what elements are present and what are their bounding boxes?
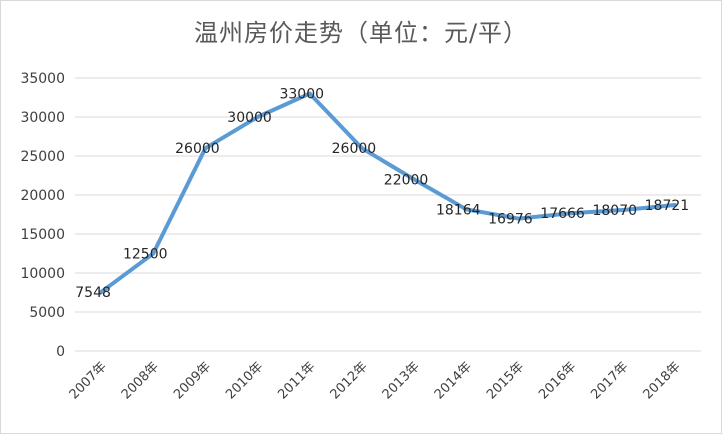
data-label: 17666: [540, 206, 585, 222]
data-point: [412, 177, 417, 182]
data-point: [672, 202, 677, 207]
x-tick-label: 2008年: [119, 359, 162, 402]
x-tick-label: 2018年: [641, 359, 684, 402]
y-tick-label: 15000: [20, 227, 65, 243]
data-point: [359, 146, 364, 151]
y-tick-label: 30000: [20, 110, 65, 126]
data-point: [255, 115, 260, 119]
series-line: [99, 91, 677, 295]
data-label: 33000: [279, 87, 324, 103]
x-tick-label: 2013年: [380, 359, 423, 402]
x-tick-label: 2007年: [67, 359, 110, 402]
data-point: [464, 207, 469, 212]
x-tick-label: 2016年: [536, 359, 579, 402]
data-point: [307, 91, 312, 96]
y-tick-label: 5000: [29, 305, 65, 321]
data-label: 18070: [592, 203, 637, 219]
y-tick-label: 25000: [20, 149, 65, 165]
data-point: [516, 216, 521, 221]
data-point: [99, 290, 104, 295]
data-point: [620, 208, 625, 213]
data-label: 26000: [332, 141, 377, 157]
y-tick-label: 20000: [20, 188, 65, 204]
x-tick-label: 2010年: [223, 359, 266, 402]
x-tick-label: 2014年: [432, 359, 475, 402]
data-label: 30000: [227, 110, 272, 126]
y-tick-label: 0: [56, 344, 65, 360]
x-tick-label: 2015年: [484, 359, 527, 402]
y-tick-label: 10000: [20, 266, 65, 282]
y-tick-label: 35000: [20, 71, 65, 87]
data-point: [203, 146, 208, 151]
x-tick-label: 2011年: [275, 359, 318, 402]
data-label: 16976: [488, 212, 533, 228]
x-tick-label: 2009年: [171, 359, 214, 402]
data-label: 18721: [645, 198, 690, 214]
data-point: [568, 211, 573, 216]
data-label: 7548: [75, 285, 111, 301]
data-label: 18164: [436, 202, 481, 218]
data-point: [151, 251, 156, 256]
data-label: 12500: [123, 247, 168, 263]
data-label: 26000: [175, 141, 220, 157]
chart-title: 温州房价走势（单位：元/平）: [193, 19, 529, 47]
x-tick-label: 2017年: [588, 359, 631, 402]
data-label: 22000: [384, 172, 429, 188]
x-tick-label: 2012年: [328, 359, 371, 402]
